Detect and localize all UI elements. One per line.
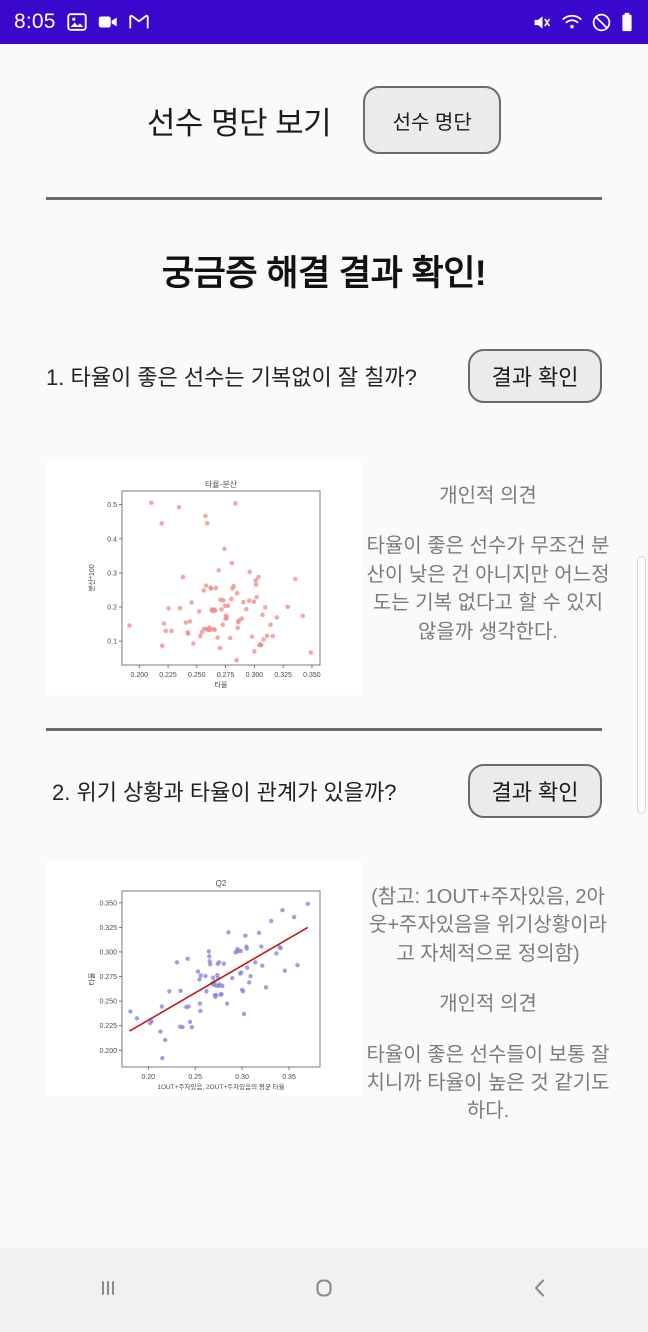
scroll-content[interactable]: 선수 명단 보기 선수 명단 궁금증 해결 결과 확인! 1. 타율이 좋은 선…	[0, 44, 648, 1248]
chart2-title: Q2	[216, 879, 227, 888]
question-1-text: 1. 타율이 좋은 선수는 기복없이 잘 칠까?	[46, 365, 417, 390]
section-2: Q2 0.200 0.225 0.250 0.275 0.300 0.325 0.350 0…	[0, 861, 648, 1126]
question-2-result-button[interactable]: 결과 확인	[468, 764, 602, 818]
chart2-xlabel: 1OUT+주자있음, 2OUT+주자있음의 평균 타율	[157, 1082, 284, 1091]
image-icon	[66, 11, 88, 33]
chart2-ylabel: 타율	[87, 972, 96, 985]
section-2-reference-note: (참고: 1OUT+주자있음, 2아웃+주자있음을 위기상황이라고 자체적으로 …	[368, 886, 608, 965]
roster-button[interactable]: 선수 명단	[363, 86, 502, 154]
c2-ytick-label: 0.275	[99, 974, 117, 981]
back-button[interactable]	[432, 1248, 648, 1332]
scrollbar-thumb[interactable]	[637, 556, 646, 814]
chart-q2-svg: Q2 0.200 0.225 0.250 0.275 0.300 0.325 0.350 0…	[46, 861, 362, 1096]
header-row: 선수 명단 보기 선수 명단	[0, 44, 648, 154]
section-1-notes-heading: 개인적 의견	[439, 485, 537, 507]
chart1-ylabel: 분산*100	[87, 564, 96, 591]
status-right-icons	[532, 11, 634, 33]
do-not-disturb-icon	[591, 12, 612, 33]
question-row-2: 2. 위기 상황과 타율이 관계가 있을까? 결과 확인	[0, 764, 648, 818]
divider-top	[46, 197, 602, 200]
c1-xtick-label: 0.200	[131, 672, 149, 679]
chart-q2: Q2 0.200 0.225 0.250 0.275 0.300 0.325 0.350 0…	[46, 861, 362, 1096]
chart1-title: 타율-분산	[205, 479, 238, 489]
chart1-xlabel: 타율	[215, 680, 228, 689]
chart-batting-variance: 타율-분산 0.1 0.2 0.3 0.4 0.5 0.200 0.225 0.250 0.2…	[46, 460, 362, 695]
section-1-notes: 개인적 의견 타율이 좋은 선수가 무조건 분산이 낮은 건 아니지만 어느정도…	[362, 460, 628, 646]
c2-ytick-label: 0.200	[99, 1048, 117, 1055]
c2-xtick-label: 0.35	[282, 1074, 296, 1081]
c1-xtick-label: 0.250	[188, 672, 206, 679]
section-2-notes-heading: 개인적 의견	[439, 993, 537, 1016]
c1-ytick-label: 0.1	[107, 639, 117, 646]
c2-xtick-label: 0.25	[188, 1074, 202, 1081]
section-1-notes-body: 타율이 좋은 선수가 무조건 분산이 낮은 건 아니지만 어느정도는 기복 없다…	[366, 535, 610, 643]
question-row-1: 1. 타율이 좋은 선수는 기복없이 잘 칠까? 결과 확인	[0, 349, 648, 403]
section-1: 타율-분산 0.1 0.2 0.3 0.4 0.5 0.200 0.225 0.250 0.2…	[0, 460, 648, 695]
status-left-icons	[66, 11, 150, 33]
main-heading: 궁금증 해결 결과 확인!	[161, 254, 487, 293]
c2-ytick-label: 0.250	[99, 999, 117, 1006]
c1-ytick-label: 0.3	[107, 570, 117, 577]
section-2-notes: (참고: 1OUT+주자있음, 2아웃+주자있음을 위기상황이라고 자체적으로 …	[362, 861, 628, 1126]
section-2-notes-body: 타율이 좋은 선수들이 보통 잘 치니까 타율이 높은 것 같기도 하다.	[366, 1043, 610, 1123]
battery-icon	[620, 11, 634, 33]
c1-ytick-label: 0.5	[107, 502, 117, 509]
divider-middle	[46, 728, 602, 731]
video-camera-icon	[97, 11, 119, 33]
gmail-icon	[128, 11, 150, 33]
c2-ytick-label: 0.350	[99, 900, 117, 907]
c1-xtick-label: 0.325	[274, 672, 292, 679]
c1-ytick-label: 0.2	[107, 605, 117, 612]
c1-xtick-label: 0.300	[246, 672, 264, 679]
status-time: 8:05	[14, 10, 56, 33]
c2-ytick-label: 0.300	[99, 949, 117, 956]
c2-ytick-label: 0.225	[99, 1023, 117, 1030]
recents-button[interactable]	[0, 1248, 216, 1332]
c1-xtick-label: 0.275	[217, 672, 235, 679]
navigation-bar	[0, 1248, 648, 1332]
question-1-result-button[interactable]: 결과 확인	[468, 349, 602, 403]
c1-xtick-label: 0.225	[159, 672, 177, 679]
question-2-text: 2. 위기 상황과 타율이 관계가 있을까?	[52, 780, 397, 805]
c1-ytick-label: 0.4	[107, 536, 117, 543]
c2-ytick-label: 0.325	[99, 925, 117, 932]
home-button[interactable]	[216, 1248, 432, 1332]
status-bar: 8:05	[0, 0, 648, 44]
c2-xtick-label: 0.30	[235, 1074, 249, 1081]
chart-batting-variance-svg: 타율-분산 0.1 0.2 0.3 0.4 0.5 0.200 0.225 0.250 0.2…	[46, 460, 362, 695]
c1-xtick-label: 0.350	[303, 672, 321, 679]
recents-icon	[93, 1273, 123, 1308]
mute-vibrate-icon	[532, 12, 553, 33]
page-title: 선수 명단 보기	[146, 105, 332, 141]
c2-xtick-label: 0.20	[141, 1074, 155, 1081]
back-icon	[525, 1273, 555, 1308]
wifi-icon	[561, 11, 583, 33]
home-icon	[309, 1273, 339, 1308]
